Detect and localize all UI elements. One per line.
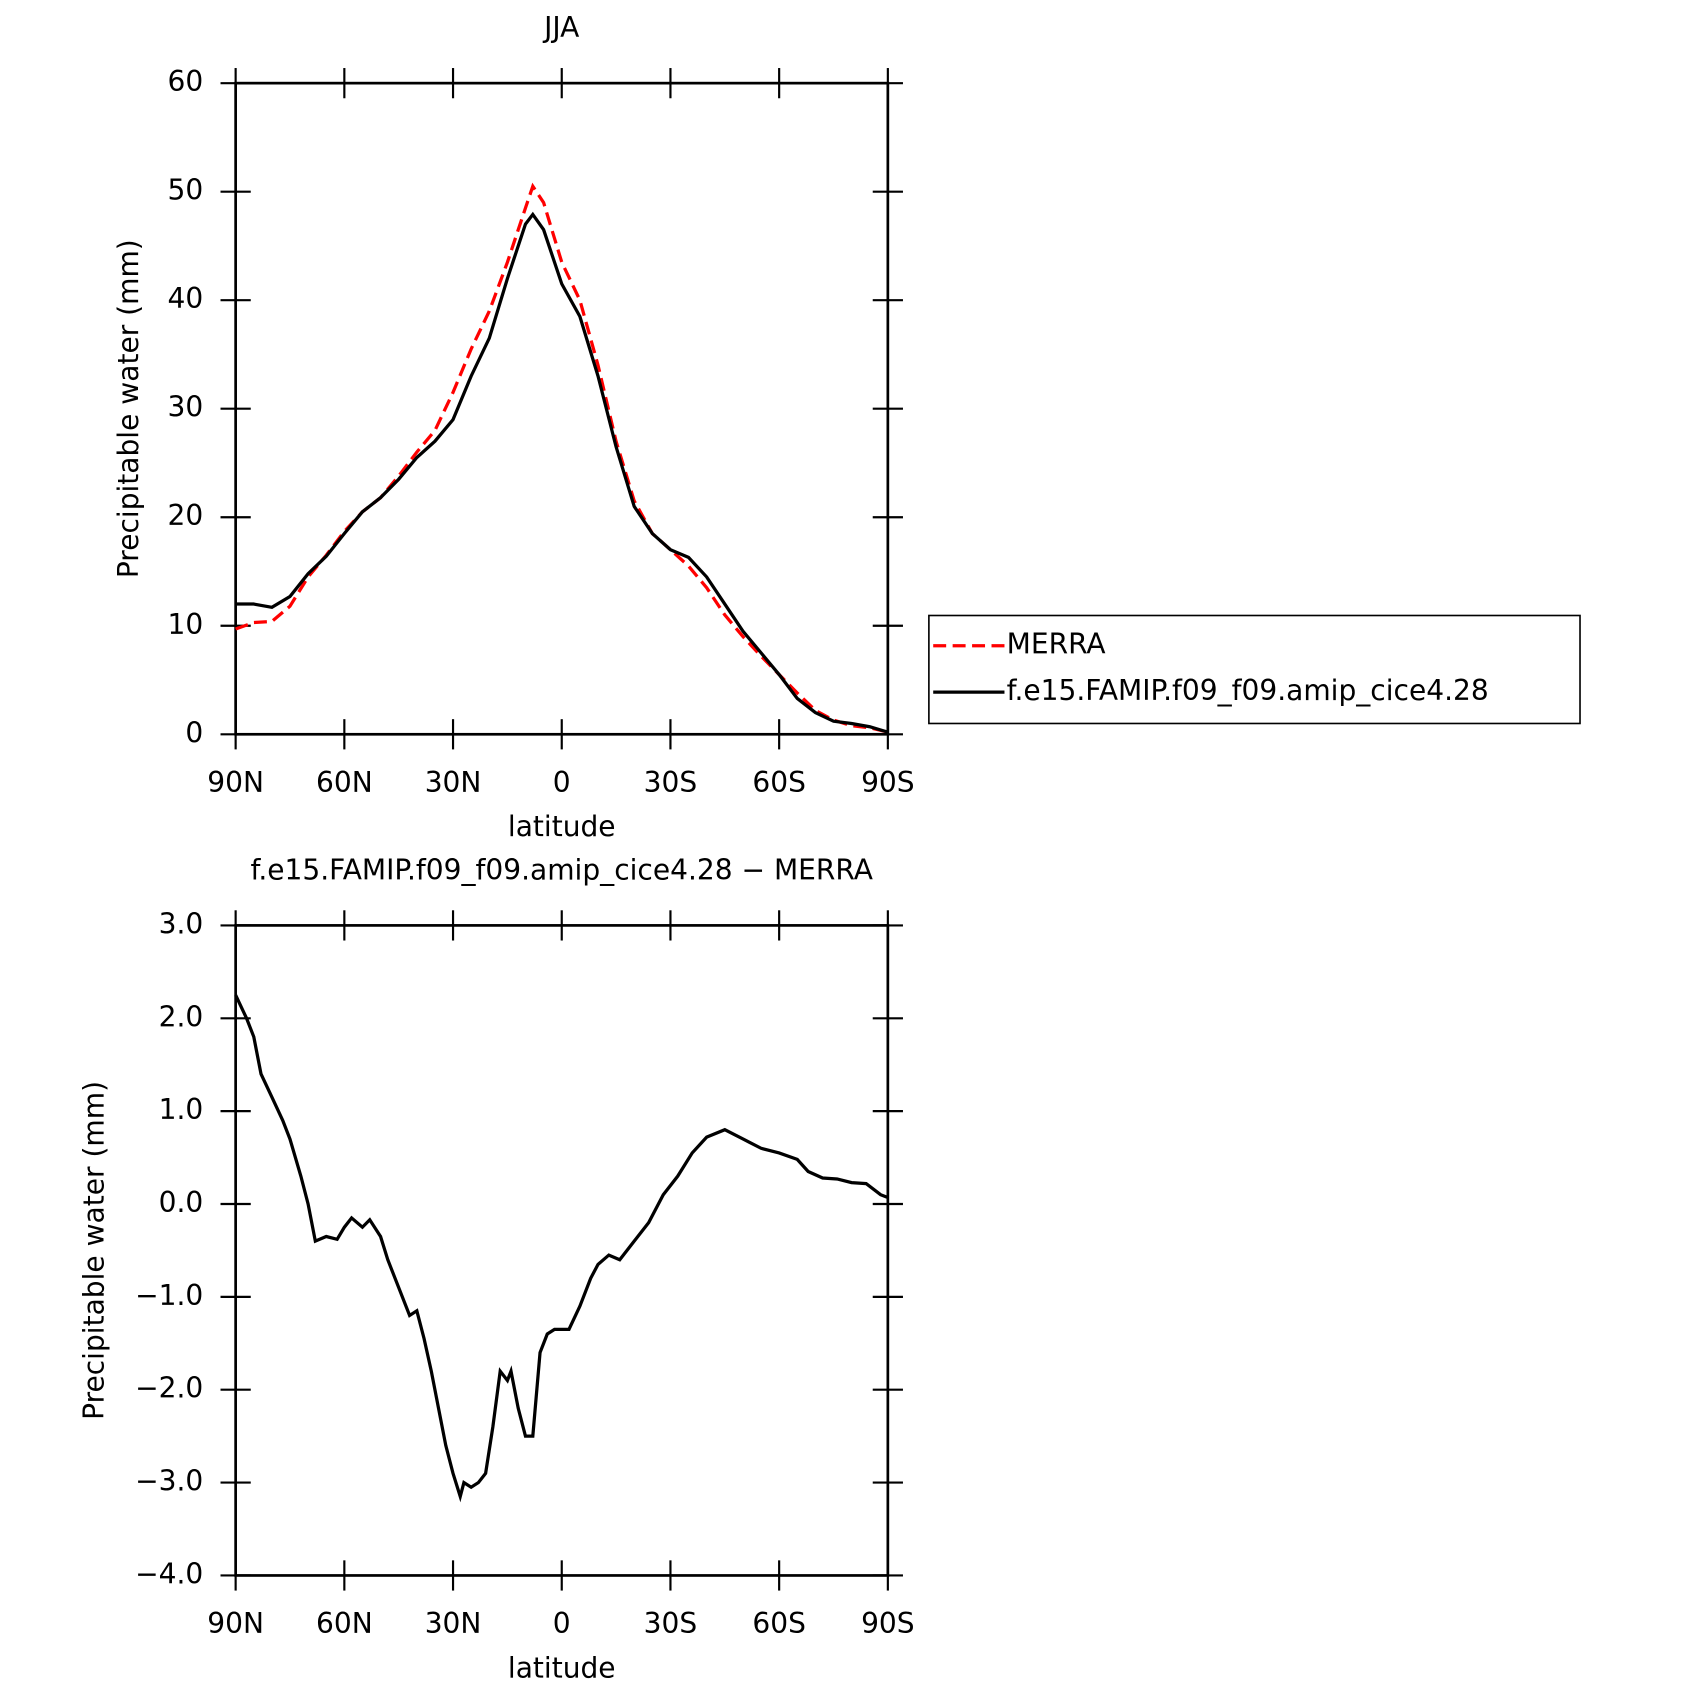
- x-tick-label: 0: [553, 1607, 571, 1640]
- x-axis-label: latitude: [508, 1651, 616, 1684]
- data-line: [234, 994, 889, 1503]
- plot-frame: [234, 924, 890, 1577]
- x-tick-label: 30S: [644, 766, 698, 799]
- legend-label: MERRA: [1007, 628, 1106, 661]
- y-tick-label: 50: [168, 174, 204, 207]
- y-tick-label: 60: [168, 65, 204, 98]
- y-tick-label: 2.0: [159, 1000, 204, 1033]
- x-tick-label: 0: [553, 766, 571, 799]
- y-tick-label: 10: [168, 608, 204, 641]
- y-tick-label: −2.0: [135, 1372, 203, 1405]
- y-tick-label: −1.0: [135, 1279, 203, 1312]
- legend-box: [928, 614, 1581, 725]
- x-tick-label: 60S: [752, 766, 806, 799]
- y-tick-label: −3.0: [135, 1465, 203, 1498]
- x-tick-label: 30S: [644, 1607, 698, 1640]
- chart-title: f.e15.FAMIP.f09_f09.amip_cice4.28 − MERR…: [251, 853, 873, 886]
- data-line: [235, 211, 889, 734]
- y-tick-label: 40: [168, 282, 204, 315]
- x-tick-label: 90N: [207, 1607, 264, 1640]
- x-tick-label: 60N: [316, 766, 373, 799]
- y-axis-label: Precipitable water (mm): [77, 1081, 110, 1420]
- plot-frame: [234, 81, 890, 736]
- data-line: [235, 182, 889, 734]
- x-tick-label: 90S: [861, 766, 915, 799]
- y-axis-label: Precipitable water (mm): [112, 239, 145, 578]
- y-tick-label: 0.0: [159, 1186, 204, 1219]
- x-tick-label: 90N: [207, 766, 264, 799]
- x-axis-label: latitude: [508, 810, 616, 843]
- y-tick-label: 0: [185, 716, 203, 749]
- x-tick-label: 30N: [425, 1607, 482, 1640]
- y-tick-label: 30: [168, 391, 204, 424]
- y-tick-label: 3.0: [159, 907, 204, 940]
- x-tick-label: 60N: [316, 1607, 373, 1640]
- y-tick-label: 20: [168, 499, 204, 532]
- y-tick-label: −4.0: [135, 1557, 203, 1590]
- x-tick-label: 60S: [752, 1607, 806, 1640]
- y-tick-label: 1.0: [159, 1093, 204, 1126]
- x-tick-label: 30N: [425, 766, 482, 799]
- chart-title: JJA: [542, 11, 579, 44]
- legend-label: f.e15.FAMIP.f09_f09.amip_cice4.28: [1007, 674, 1489, 707]
- x-tick-label: 90S: [861, 1607, 915, 1640]
